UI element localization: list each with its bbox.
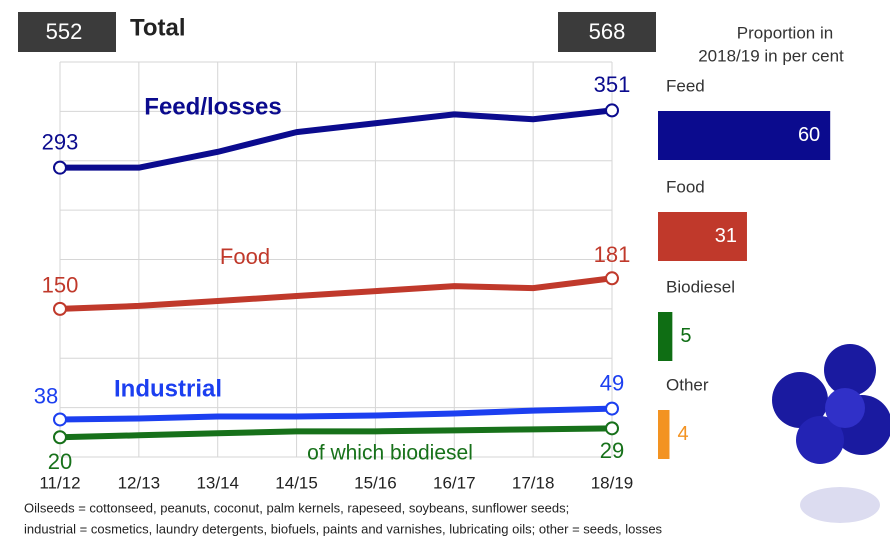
- panel-title-1: Proportion in: [737, 23, 833, 42]
- data-label: 293: [42, 129, 79, 154]
- data-label: 20: [48, 449, 72, 474]
- series-line: [59, 405, 613, 423]
- x-tick-label: 15/16: [354, 473, 397, 492]
- end-marker: [53, 430, 67, 445]
- x-tick-label: 17/18: [512, 473, 555, 492]
- x-tick-label: 16/17: [433, 473, 476, 492]
- data-label: 150: [42, 273, 79, 298]
- total-value: 552: [46, 19, 83, 44]
- x-tick-label: 11/12: [39, 473, 80, 492]
- bar: [658, 410, 670, 459]
- series-line: [60, 107, 613, 171]
- end-marker: [53, 301, 67, 316]
- bar-category: Food: [666, 177, 705, 196]
- bar-value: 5: [680, 325, 691, 347]
- end-marker: [605, 421, 619, 436]
- bar: [658, 111, 831, 160]
- bar-category: Feed: [666, 76, 705, 95]
- end-marker: [605, 401, 619, 416]
- series-line: [59, 275, 613, 312]
- series-line: [59, 425, 613, 441]
- x-tick-label: 12/13: [118, 473, 161, 492]
- end-marker: [53, 160, 67, 175]
- series-label: Industrial: [114, 375, 222, 402]
- end-marker: [605, 103, 619, 118]
- bar-value: 31: [715, 225, 737, 247]
- total-box: [558, 12, 656, 52]
- panel-title-2: 2018/19 in per cent: [698, 46, 844, 65]
- data-label: 38: [34, 383, 58, 408]
- series-label: of which biodiesel: [307, 442, 473, 465]
- total-box: [18, 12, 116, 52]
- data-label: 49: [600, 370, 624, 395]
- data-label: 181: [594, 242, 631, 267]
- x-tick-label: 13/14: [196, 473, 239, 492]
- series-label: Feed/losses: [144, 93, 281, 120]
- bar-category: Other: [666, 375, 709, 394]
- bar-value: 4: [677, 423, 688, 445]
- footnote: industrial = cosmetics, laundry detergen…: [24, 521, 663, 536]
- end-marker: [605, 271, 619, 286]
- total-label: Total: [130, 14, 186, 41]
- series-label: Food: [220, 244, 270, 269]
- flower-decoration: [772, 344, 890, 523]
- x-tick-label: 18/19: [591, 473, 634, 492]
- data-label: 29: [600, 438, 624, 463]
- bar-value: 60: [798, 124, 820, 146]
- bar-category: Biodiesel: [666, 277, 735, 296]
- total-value: 568: [589, 19, 626, 44]
- bar: [658, 212, 747, 261]
- footnote: Oilseeds = cottonseed, peanuts, coconut,…: [24, 500, 569, 515]
- end-marker: [53, 412, 67, 427]
- bar: [658, 312, 673, 361]
- data-label: 351: [594, 72, 631, 97]
- x-tick-label: 14/15: [275, 473, 318, 492]
